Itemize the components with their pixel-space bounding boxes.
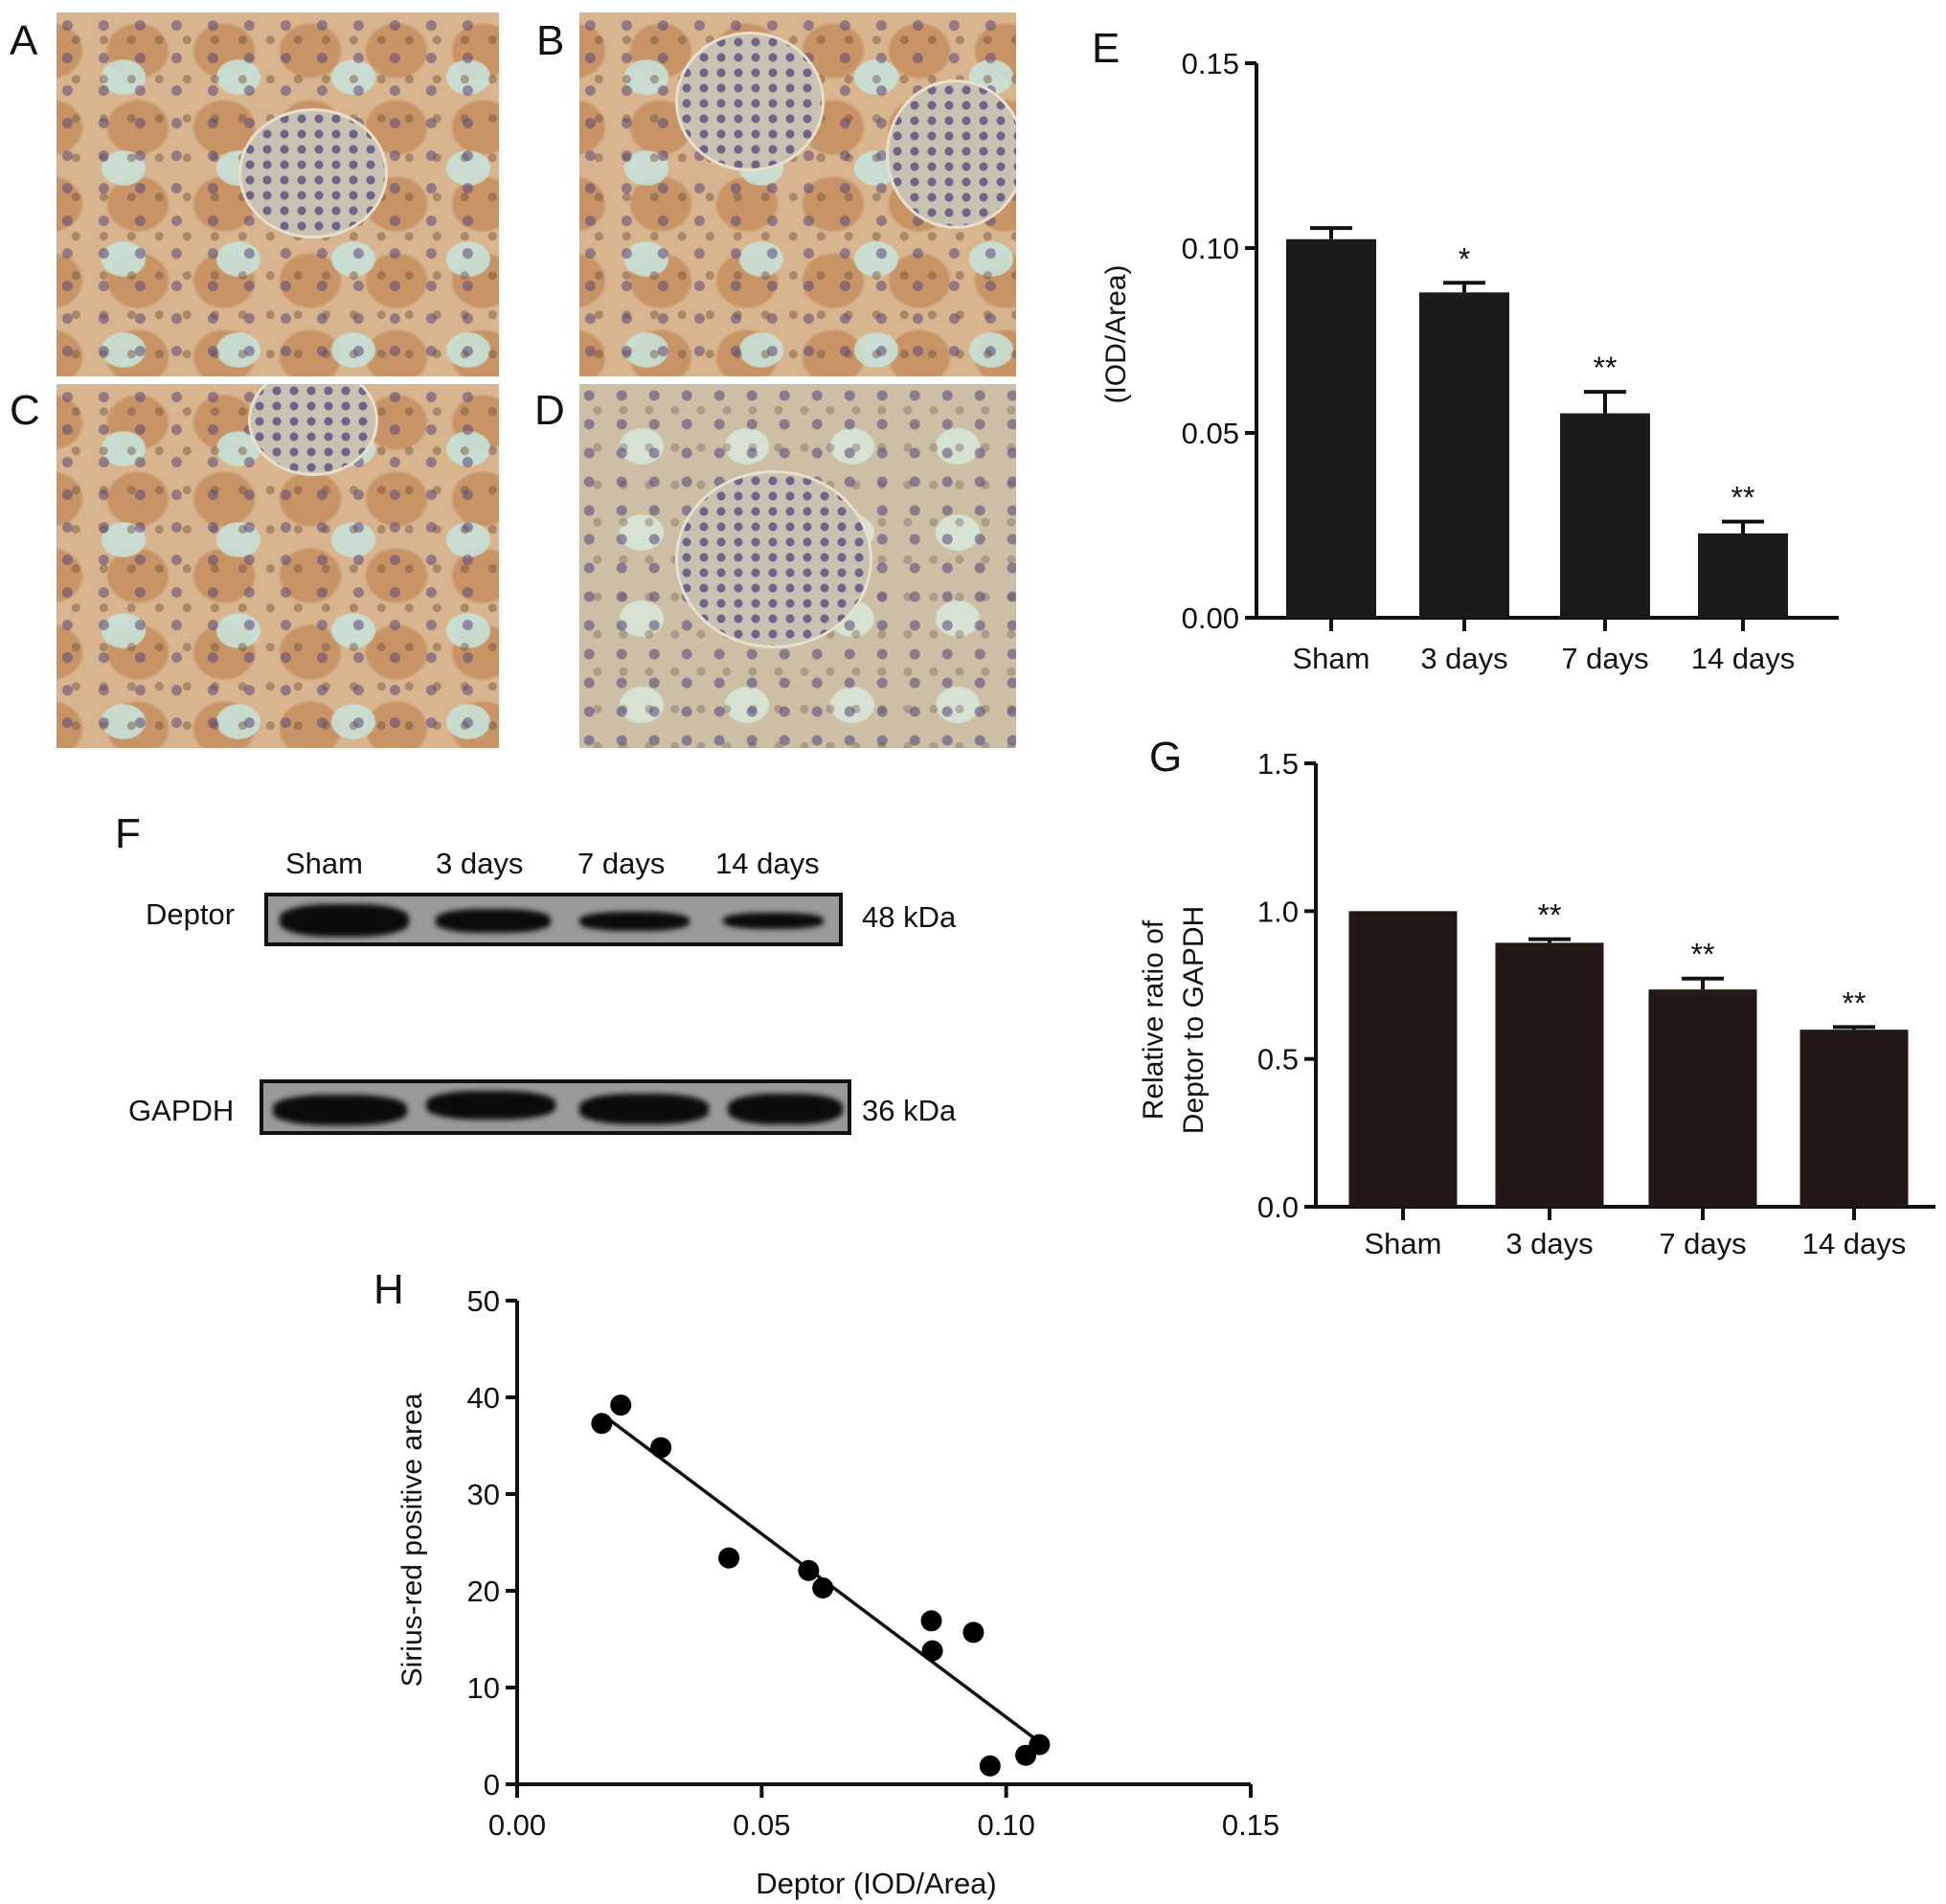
- data-point: [650, 1437, 672, 1459]
- band: [579, 1094, 709, 1124]
- data-point: [591, 1413, 613, 1435]
- significance-marker: **: [1731, 481, 1755, 515]
- data-point: [1029, 1734, 1051, 1756]
- chart-g: Relative ratio of Deptor to GAPDH 0.0 0.5…: [1138, 747, 1935, 1260]
- panel-label-a: A: [10, 17, 38, 64]
- y-tick-label: 20: [467, 1575, 500, 1608]
- y-tick-label: 50: [467, 1284, 500, 1318]
- y-tick-label: 0.00: [1182, 601, 1239, 635]
- glomerulus: [675, 470, 872, 648]
- bar: [1648, 989, 1757, 1207]
- y-tick-label: 0.10: [1182, 232, 1239, 265]
- band: [723, 913, 824, 929]
- chart-h-xlabel: Deptor (IOD/Area): [756, 1867, 997, 1900]
- lane-label: 7 days: [577, 847, 666, 880]
- band: [426, 1091, 555, 1120]
- micrograph-d: [579, 384, 1016, 748]
- size-label-gapdh: 36 kDa: [862, 1094, 957, 1127]
- significance-marker: **: [1843, 986, 1867, 1020]
- micrograph-c: [57, 384, 499, 748]
- significance-marker: **: [1691, 938, 1715, 972]
- x-tick-label: 0.00: [488, 1808, 546, 1842]
- x-tick-label: 14 days: [1802, 1227, 1907, 1260]
- band: [280, 904, 409, 937]
- y-tick-label: 1.5: [1257, 747, 1299, 781]
- protein-label-gapdh: GAPDH: [128, 1094, 235, 1127]
- band: [273, 1095, 407, 1125]
- gapdh-blot: [260, 1079, 851, 1135]
- y-tick-label: 0.05: [1182, 417, 1239, 450]
- x-tick-label: 0.05: [733, 1808, 790, 1842]
- panel-label-h: H: [373, 1266, 404, 1313]
- significance-marker: **: [1594, 351, 1618, 385]
- size-label-deptor: 48 kDa: [862, 900, 957, 934]
- glomerulus: [248, 384, 378, 476]
- x-tick-label: Sham: [1365, 1227, 1442, 1260]
- data-point: [979, 1755, 1001, 1777]
- lane-label: 14 days: [715, 847, 820, 880]
- panel-label-f: F: [115, 810, 141, 857]
- panel-label-g: G: [1149, 734, 1183, 781]
- y-tick-label: 1.0: [1257, 895, 1299, 928]
- micrograph-a: [57, 12, 499, 376]
- y-tick-label: 0.15: [1182, 47, 1239, 80]
- chart-e-ylabel: (IOD/Area): [1100, 264, 1132, 403]
- glomerulus: [238, 108, 388, 238]
- lane-label: 3 days: [436, 847, 524, 880]
- y-tick-label: 30: [467, 1478, 500, 1511]
- bar: [1799, 1030, 1909, 1207]
- band: [579, 912, 690, 931]
- chart-h: Sirius-red positive area Deptor (IOD/Are…: [396, 1284, 1279, 1900]
- glomerulus: [675, 32, 825, 171]
- y-tick-label: 0.5: [1257, 1043, 1299, 1077]
- data-point: [920, 1610, 942, 1632]
- y-tick-label: 0.0: [1257, 1190, 1299, 1224]
- x-tick-label: 3 days: [1420, 642, 1507, 675]
- panel-label-d: D: [534, 387, 565, 434]
- glomerulus: [886, 79, 1016, 229]
- data-point: [921, 1640, 943, 1662]
- x-tick-label: 3 days: [1505, 1227, 1593, 1260]
- deptor-blot: [264, 893, 843, 946]
- panel-label-b: B: [536, 17, 565, 64]
- x-tick-label: Sham: [1293, 642, 1370, 675]
- chart-e: (IOD/Area) 0.00 0.05 0.10 0.15 Sham * 3 days **…: [1100, 47, 1839, 675]
- data-point: [718, 1547, 740, 1569]
- bar: [1560, 413, 1650, 618]
- band: [436, 909, 551, 933]
- bar: [1698, 533, 1788, 618]
- data-point: [962, 1621, 984, 1643]
- significance-marker: *: [1459, 241, 1470, 276]
- y-tick-label: 10: [467, 1671, 500, 1705]
- micrograph-b: [579, 12, 1016, 376]
- bar: [1348, 911, 1458, 1207]
- chart-h-ylabel: Sirius-red positive area: [396, 1393, 428, 1687]
- chart-g-ylabel-line2: Deptor to GAPDH: [1178, 906, 1210, 1134]
- bar: [1286, 238, 1376, 618]
- x-tick-label: 0.10: [977, 1808, 1034, 1842]
- data-point: [610, 1394, 632, 1417]
- panel-label-e: E: [1092, 25, 1120, 72]
- x-tick-label: 0.15: [1222, 1808, 1279, 1842]
- protein-label-deptor: Deptor: [146, 897, 236, 931]
- x-tick-label: 7 days: [1659, 1227, 1746, 1260]
- y-tick-label: 40: [467, 1381, 500, 1415]
- panel-label-c: C: [10, 387, 40, 434]
- x-tick-label: 14 days: [1691, 642, 1796, 675]
- data-point: [798, 1559, 820, 1581]
- band: [728, 1094, 843, 1124]
- significance-marker: **: [1538, 898, 1562, 933]
- lane-label: Sham: [285, 847, 363, 880]
- bar: [1495, 942, 1604, 1207]
- data-point: [812, 1576, 834, 1598]
- x-tick-label: 7 days: [1561, 642, 1648, 675]
- bar: [1419, 292, 1509, 618]
- y-tick-label: 0: [484, 1768, 500, 1802]
- chart-g-ylabel-line1: Relative ratio of: [1138, 919, 1169, 1120]
